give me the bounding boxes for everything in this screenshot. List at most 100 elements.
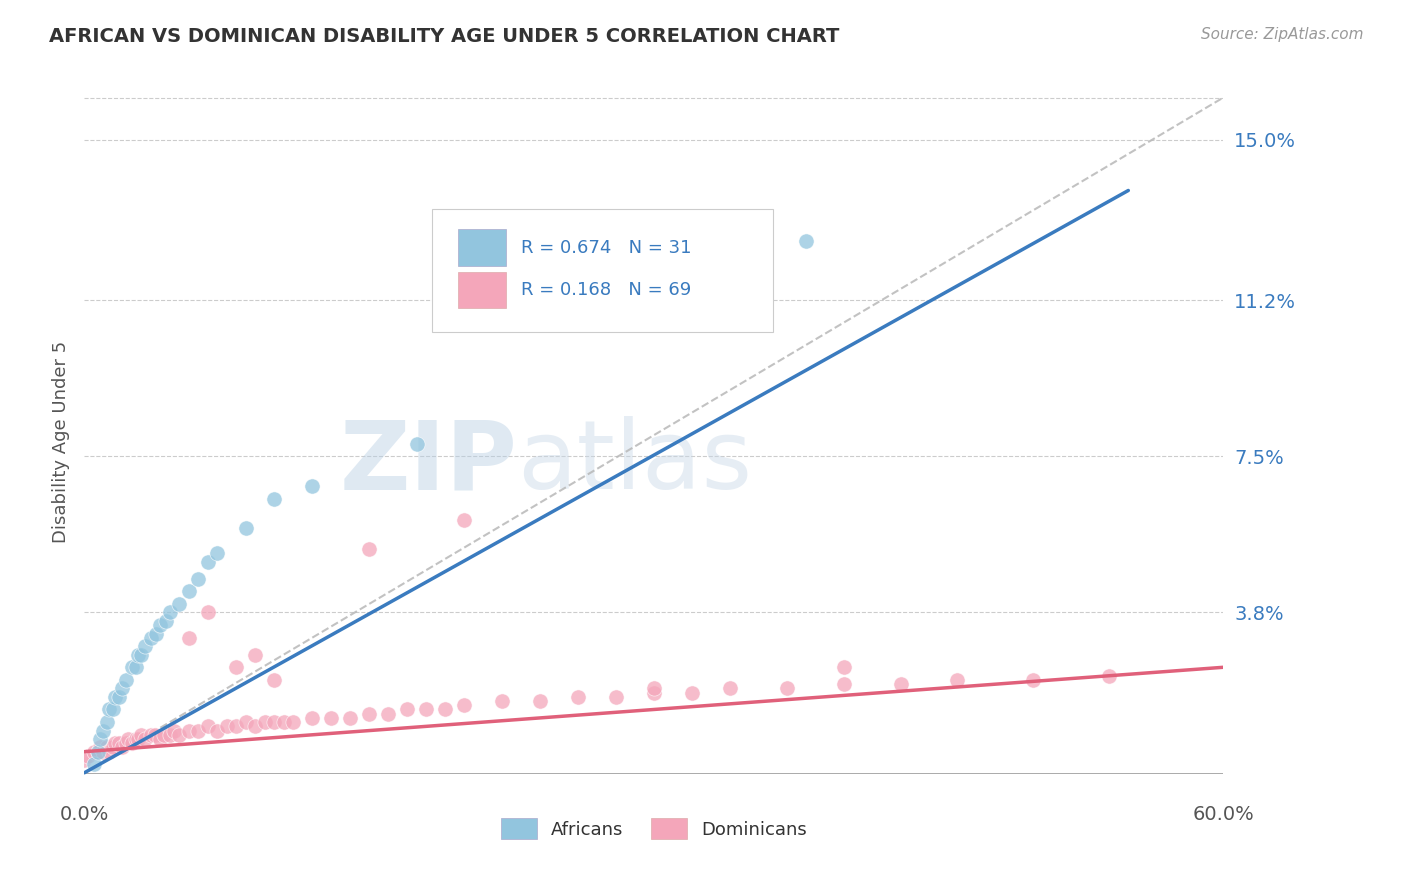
Point	[187, 723, 209, 738]
Point	[98, 745, 121, 759]
Point	[111, 681, 134, 696]
Point	[177, 723, 200, 738]
FancyBboxPatch shape	[458, 272, 506, 309]
Point	[77, 748, 100, 763]
Y-axis label: Disability Age Under 5: Disability Age Under 5	[52, 341, 70, 542]
Point	[115, 673, 138, 687]
Point	[405, 436, 427, 450]
Text: AFRICAN VS DOMINICAN DISABILITY AGE UNDER 5 CORRELATION CHART: AFRICAN VS DOMINICAN DISABILITY AGE UNDE…	[49, 27, 839, 45]
Point	[145, 626, 167, 640]
Text: atlas: atlas	[517, 417, 752, 509]
Point	[121, 660, 143, 674]
Point	[453, 513, 475, 527]
Point	[96, 740, 118, 755]
Point	[73, 753, 96, 767]
Point	[832, 677, 855, 691]
Point	[946, 673, 969, 687]
Point	[253, 715, 276, 730]
Point	[104, 690, 127, 704]
Point	[832, 660, 855, 674]
Point	[681, 685, 703, 699]
Text: R = 0.168   N = 69: R = 0.168 N = 69	[520, 281, 690, 299]
Point	[235, 715, 257, 730]
Point	[321, 711, 343, 725]
FancyBboxPatch shape	[458, 229, 506, 266]
Point	[134, 639, 156, 653]
Point	[643, 685, 665, 699]
Point	[93, 745, 115, 759]
Point	[131, 648, 153, 662]
Point	[104, 736, 127, 750]
Point	[162, 723, 184, 738]
Point	[235, 521, 257, 535]
Point	[273, 715, 295, 730]
Point	[139, 728, 162, 742]
Point	[83, 757, 105, 772]
Point	[1098, 669, 1121, 683]
Point	[890, 677, 912, 691]
Point	[197, 719, 219, 733]
Point	[263, 715, 285, 730]
Point	[776, 681, 799, 696]
Point	[134, 732, 156, 747]
Point	[301, 711, 323, 725]
Point	[187, 572, 209, 586]
Point	[124, 660, 146, 674]
Point	[396, 702, 419, 716]
Point	[149, 618, 172, 632]
Point	[301, 479, 323, 493]
Point	[153, 728, 176, 742]
Text: Source: ZipAtlas.com: Source: ZipAtlas.com	[1201, 27, 1364, 42]
Point	[225, 660, 247, 674]
Point	[155, 614, 177, 628]
Point	[107, 690, 129, 704]
Legend: Africans, Dominicans: Africans, Dominicans	[492, 809, 815, 848]
Point	[96, 715, 118, 730]
Point	[93, 723, 115, 738]
Point	[127, 648, 149, 662]
Point	[127, 732, 149, 747]
Point	[263, 491, 285, 506]
Point	[453, 698, 475, 713]
Point	[131, 728, 153, 742]
Point	[149, 732, 172, 747]
Point	[169, 597, 191, 611]
Point	[794, 234, 817, 248]
Text: R = 0.674   N = 31: R = 0.674 N = 31	[520, 239, 690, 257]
Point	[225, 719, 247, 733]
Point	[86, 745, 108, 759]
Point	[339, 711, 361, 725]
Point	[177, 631, 200, 645]
Point	[83, 745, 105, 759]
Point	[263, 673, 285, 687]
Point	[177, 584, 200, 599]
Point	[215, 719, 238, 733]
Point	[245, 719, 267, 733]
Point	[197, 606, 219, 620]
Point	[115, 736, 138, 750]
Point	[159, 606, 181, 620]
Point	[415, 702, 437, 716]
Point	[283, 715, 305, 730]
FancyBboxPatch shape	[432, 209, 773, 333]
Point	[89, 732, 111, 747]
Point	[139, 631, 162, 645]
Point	[567, 690, 589, 704]
Point	[111, 740, 134, 755]
Point	[86, 745, 108, 759]
Point	[98, 702, 121, 716]
Point	[207, 546, 229, 560]
Point	[207, 723, 229, 738]
Point	[643, 681, 665, 696]
Point	[124, 732, 146, 747]
Point	[529, 694, 551, 708]
Point	[197, 555, 219, 569]
Point	[605, 690, 627, 704]
Point	[101, 702, 124, 716]
Point	[377, 706, 399, 721]
Point	[143, 728, 166, 742]
Point	[245, 648, 267, 662]
Point	[359, 706, 381, 721]
Point	[491, 694, 513, 708]
Point	[101, 740, 124, 755]
